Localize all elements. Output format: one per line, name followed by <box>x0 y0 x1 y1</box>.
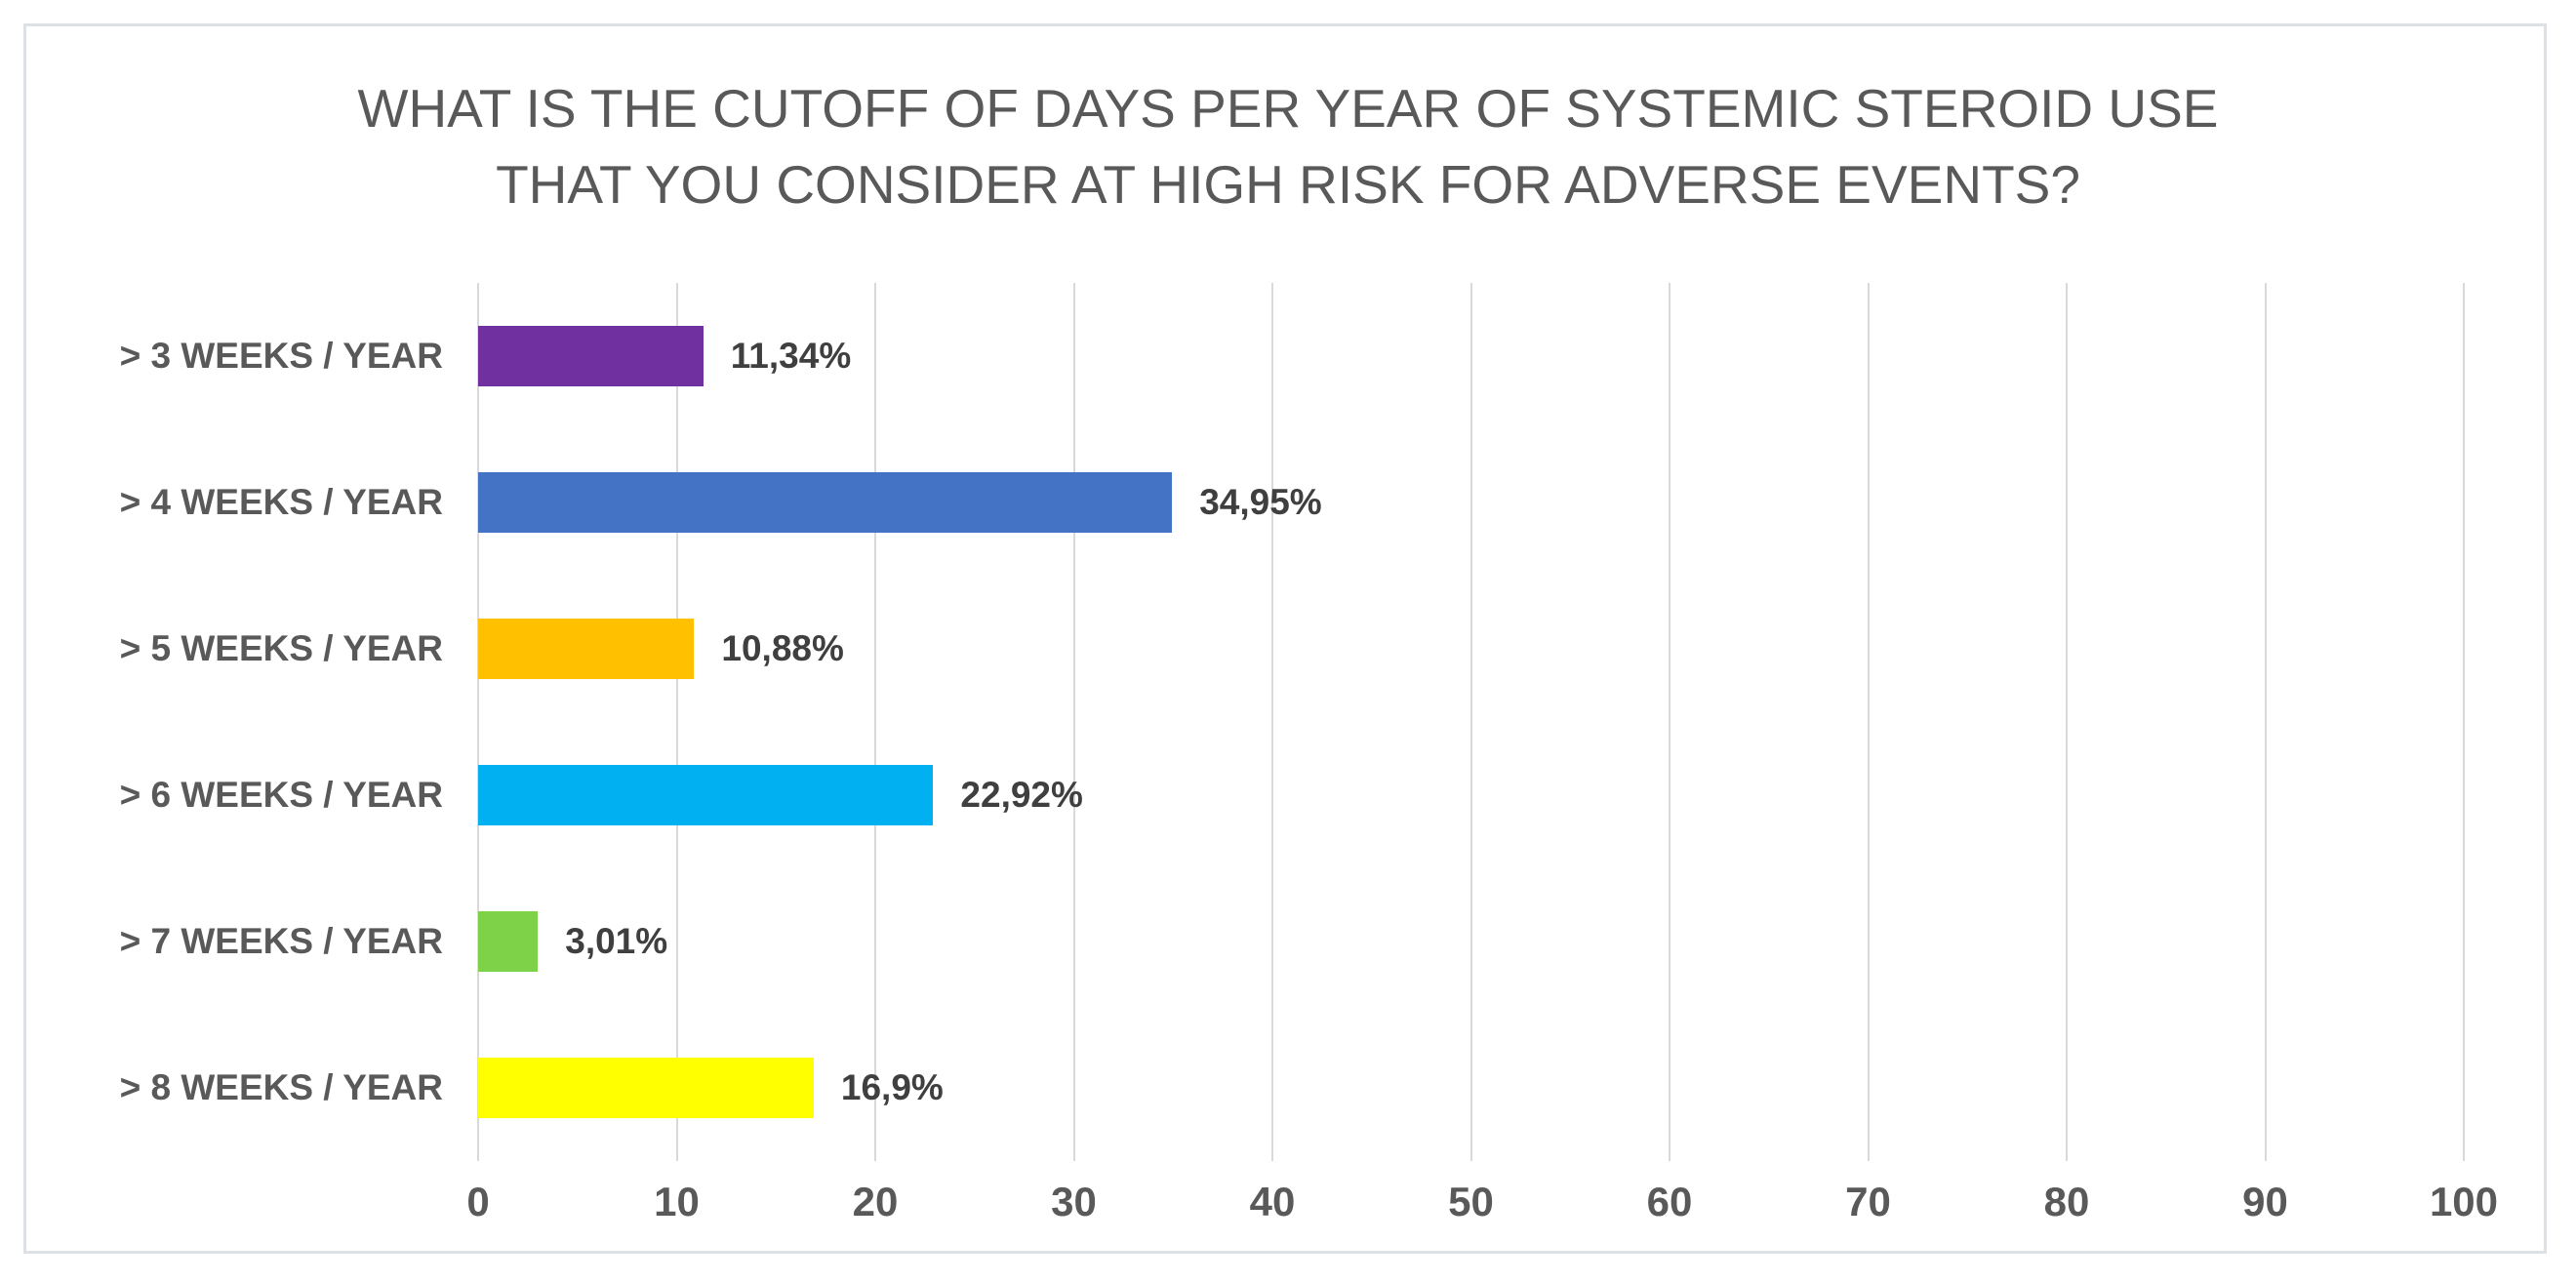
gridline-x-100 <box>2463 283 2465 1161</box>
bar-1 <box>478 326 704 386</box>
value-label: 11,34% <box>730 336 852 376</box>
chart-title-line2: THAT YOU CONSIDER AT HIGH RISK FOR ADVER… <box>496 154 2080 216</box>
category-label: > 7 WEEKS / YEAR <box>119 921 443 961</box>
x-tick-label-80: 80 <box>2043 1179 2090 1224</box>
category-label: > 3 WEEKS / YEAR <box>119 336 443 376</box>
gridline-x-60 <box>1669 283 1670 1161</box>
x-tick-label-50: 50 <box>1448 1179 1494 1224</box>
x-tick-label-60: 60 <box>1646 1179 1693 1224</box>
x-tick-label-30: 30 <box>1051 1179 1097 1224</box>
gridline-x-40 <box>1271 283 1273 1161</box>
x-tick-label-10: 10 <box>654 1179 700 1224</box>
value-label: 3,01% <box>565 921 668 961</box>
x-tick-label-40: 40 <box>1249 1179 1296 1224</box>
category-label: > 4 WEEKS / YEAR <box>119 482 443 522</box>
figure-border <box>23 23 2547 1254</box>
value-label: 10,88% <box>721 628 844 668</box>
plot-area <box>477 283 2465 1161</box>
x-tick-label-0: 0 <box>466 1179 490 1224</box>
chart-title-line1: WHAT IS THE CUTOFF OF DAYS PER YEAR OF S… <box>357 78 2219 139</box>
bar-2 <box>478 472 1173 533</box>
gridline-x-20 <box>874 283 876 1161</box>
bar-6 <box>478 1058 814 1118</box>
bar-5 <box>478 911 539 972</box>
gridline-x-70 <box>1867 283 1870 1161</box>
gridline-x-30 <box>1072 283 1075 1161</box>
x-tick-label-70: 70 <box>1845 1179 1891 1224</box>
gridline-x-80 <box>2066 283 2068 1161</box>
x-tick-label-100: 100 <box>2429 1179 2499 1224</box>
gridline-x-90 <box>2264 283 2267 1161</box>
category-label: > 5 WEEKS / YEAR <box>119 628 443 668</box>
gridline-x-0 <box>477 283 479 1161</box>
value-label: 34,95% <box>1199 482 1322 522</box>
bar-3 <box>478 619 695 679</box>
category-label: > 6 WEEKS / YEAR <box>119 775 443 815</box>
x-tick-label-20: 20 <box>852 1179 899 1224</box>
chart-title: WHAT IS THE CUTOFF OF DAYS PER YEAR OF S… <box>0 70 2576 222</box>
value-label: 16,9% <box>840 1067 944 1107</box>
bar-4 <box>478 765 934 825</box>
x-tick-label-90: 90 <box>2242 1179 2288 1224</box>
category-label: > 8 WEEKS / YEAR <box>119 1067 443 1107</box>
gridline-x-50 <box>1469 283 1472 1161</box>
value-label: 22,92% <box>960 775 1083 815</box>
gridline-x-10 <box>675 283 678 1161</box>
